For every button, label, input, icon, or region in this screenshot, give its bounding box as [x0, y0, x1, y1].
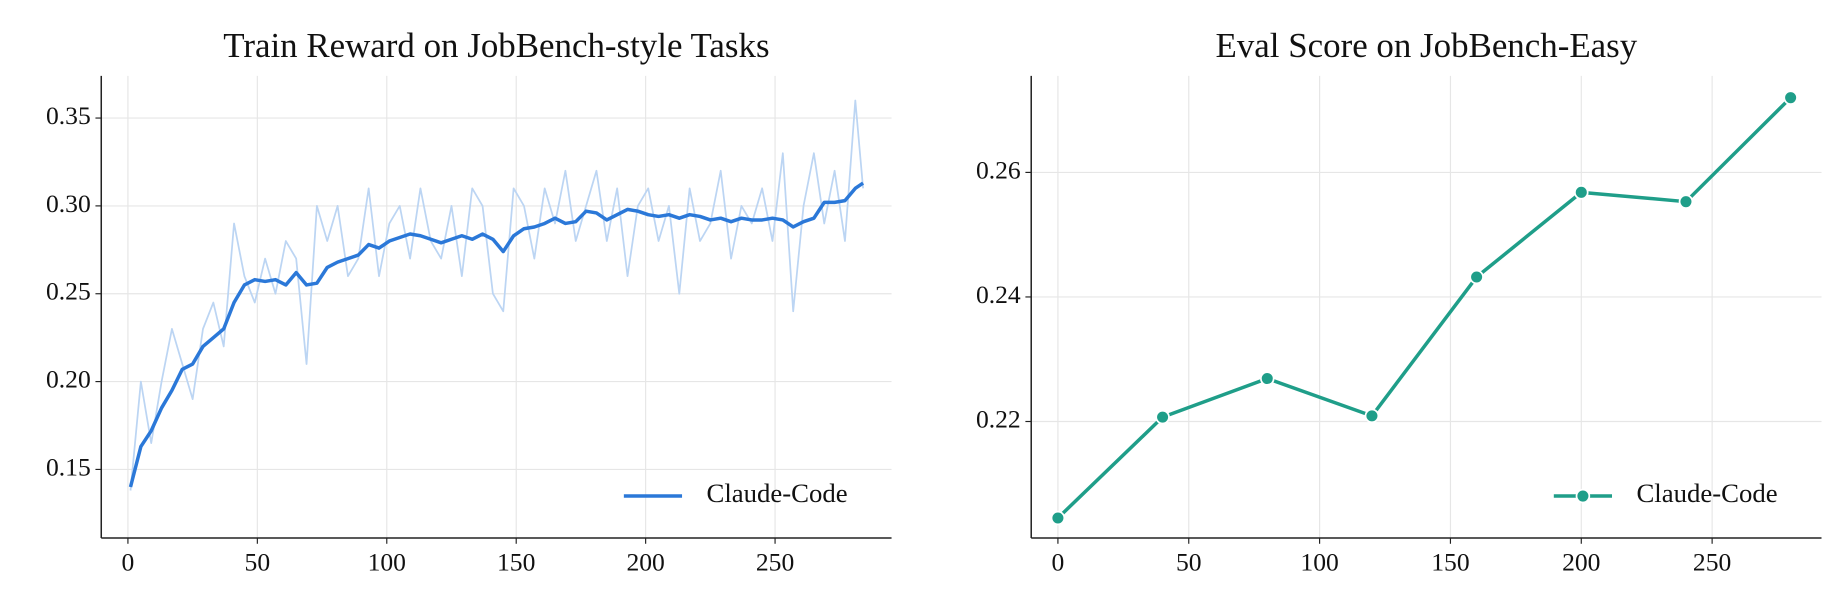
point: [1678, 194, 1694, 209]
point: [1783, 90, 1798, 105]
legend-label: Claude-Code: [1636, 478, 1777, 508]
y-tick-label: 0.22: [976, 404, 1021, 433]
point: [1364, 408, 1380, 424]
x-tick-label: 0: [1052, 548, 1065, 577]
chart-title: Eval Score on JobBench-Easy: [1216, 26, 1638, 65]
series-line: [129, 99, 864, 491]
y-tick-label: 0.24: [976, 280, 1021, 309]
chart-title: Train Reward on JobBench-style Tasks: [223, 26, 769, 65]
y-tick-label: 0.20: [46, 364, 91, 393]
x-tick-label: 0: [122, 548, 135, 577]
point: [1259, 371, 1275, 386]
point: [1050, 510, 1066, 526]
series-line: [1056, 96, 1792, 520]
y-tick-label: 0.30: [46, 189, 91, 218]
legend-marker: [1575, 488, 1591, 504]
point: [1574, 185, 1589, 200]
x-tick-label: 250: [1693, 548, 1731, 577]
series-line: [128, 181, 865, 488]
y-tick-label: 0.35: [46, 101, 91, 130]
y-tick-label: 0.25: [46, 277, 91, 306]
x-tick-label: 100: [1300, 548, 1338, 577]
x-tick-label: 50: [1176, 548, 1202, 577]
point: [1469, 269, 1484, 285]
x-tick-label: 100: [368, 548, 406, 577]
x-tick-label: 250: [756, 548, 794, 577]
x-tick-label: 150: [1431, 548, 1469, 577]
x-tick-label: 200: [626, 548, 664, 577]
y-tick-label: 0.26: [976, 155, 1021, 184]
x-tick-label: 150: [497, 548, 535, 577]
point: [1155, 409, 1170, 425]
x-tick-label: 50: [245, 548, 271, 577]
legend-label: Claude-Code: [706, 478, 847, 508]
x-tick-label: 200: [1562, 548, 1600, 577]
y-tick-label: 0.15: [46, 452, 91, 481]
